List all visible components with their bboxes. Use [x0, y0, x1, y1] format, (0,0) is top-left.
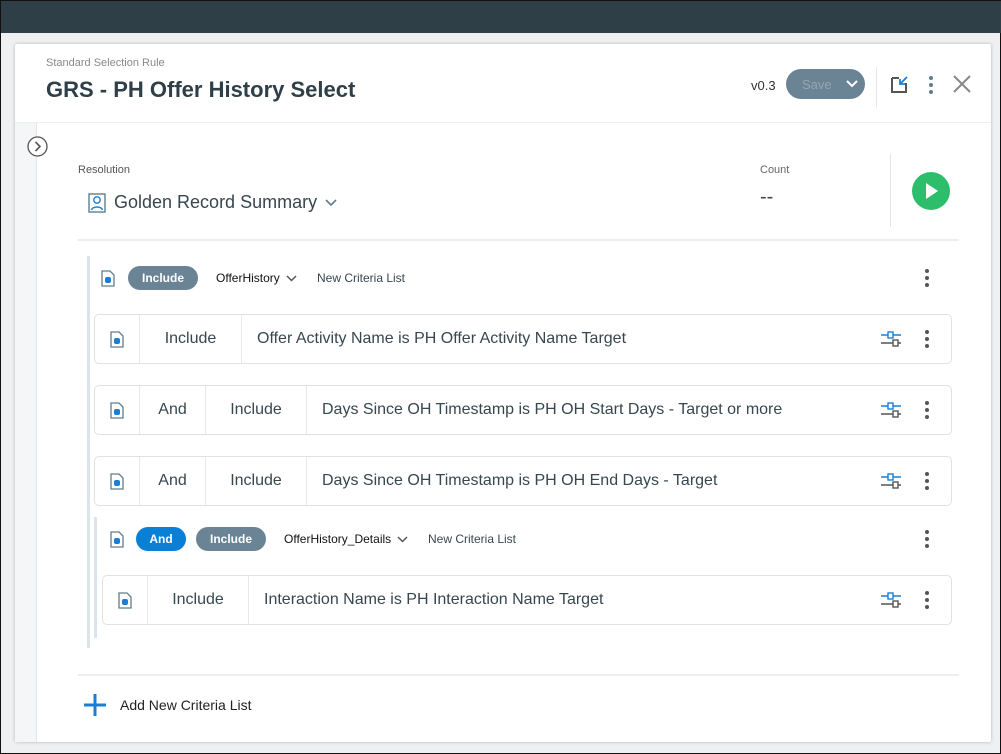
group-menu-icon[interactable] [925, 269, 929, 287]
filter-settings-icon[interactable] [881, 592, 901, 608]
save-label: Save [802, 76, 832, 92]
section-divider [78, 239, 959, 241]
group-include-pill[interactable]: Include [128, 266, 198, 290]
divider [890, 154, 891, 227]
criteria-mode[interactable]: Include [206, 386, 307, 434]
row-menu-icon[interactable] [925, 330, 929, 348]
page-title: GRS - PH Offer History Select [46, 77, 356, 102]
document-icon [110, 531, 124, 548]
run-count-button[interactable] [912, 172, 950, 210]
subgroup-menu-icon[interactable] [925, 530, 929, 548]
resolution-select[interactable]: Golden Record Summary [88, 192, 337, 213]
version-label: v0.3 [751, 78, 776, 93]
save-button[interactable]: Save [786, 69, 865, 99]
chevron-down-icon[interactable] [845, 80, 858, 88]
criteria-row[interactable]: And Include Days Since OH Timestamp is P… [94, 456, 952, 506]
chevron-down-icon [397, 535, 408, 543]
count-label: Count [760, 164, 790, 176]
criteria-row[interactable]: And Include Days Since OH Timestamp is P… [94, 385, 952, 435]
row-menu-icon[interactable] [925, 401, 929, 419]
more-menu-icon[interactable] [929, 76, 933, 94]
app-top-bar [1, 1, 1001, 33]
popout-icon[interactable] [891, 75, 909, 93]
document-icon [118, 591, 132, 609]
criteria-text[interactable]: Offer Activity Name is PH Offer Activity… [257, 330, 627, 347]
filter-settings-icon[interactable] [881, 473, 901, 489]
close-icon[interactable] [953, 75, 971, 93]
document-icon [101, 270, 115, 287]
count-value: -- [760, 186, 774, 208]
resolution-label: Resolution [78, 164, 130, 176]
rule-editor-panel: Standard Selection Rule GRS - PH Offer H… [15, 44, 991, 742]
criteria-text[interactable]: Days Since OH Timestamp is PH OH End Day… [322, 472, 718, 489]
group-name[interactable]: New Criteria List [317, 271, 406, 285]
document-icon [110, 472, 124, 490]
row-menu-icon[interactable] [925, 472, 929, 490]
criteria-conjunction[interactable]: And [140, 457, 206, 505]
document-icon [110, 401, 124, 419]
subgroup-include-pill[interactable]: Include [196, 527, 266, 551]
group-bar [87, 256, 90, 648]
divider [876, 67, 877, 107]
subgroup-and-pill[interactable]: And [136, 527, 186, 551]
header-divider [15, 122, 991, 123]
add-criteria-list-button[interactable]: Add New Criteria List [83, 693, 252, 717]
resolution-value: Golden Record Summary [114, 192, 318, 212]
criteria-row[interactable]: Include Offer Activity Name is PH Offer … [94, 314, 952, 364]
document-icon [110, 330, 124, 348]
criteria-mode[interactable]: Include [140, 315, 242, 363]
criteria-mode[interactable]: Include [148, 576, 249, 624]
filter-settings-icon[interactable] [881, 402, 901, 418]
subgroup-name[interactable]: New Criteria List [428, 532, 517, 546]
expand-sidebar-icon[interactable] [27, 136, 48, 157]
footer-divider [78, 674, 959, 676]
group-table-label: OfferHistory [216, 271, 280, 285]
add-criteria-list-label: Add New Criteria List [120, 697, 252, 713]
group-table-select[interactable]: OfferHistory [216, 271, 297, 285]
side-gutter [15, 123, 37, 742]
criteria-mode[interactable]: Include [206, 457, 307, 505]
rule-type-label: Standard Selection Rule [46, 57, 165, 69]
chevron-down-icon [286, 274, 297, 282]
subgroup-bar [94, 517, 97, 638]
criteria-row[interactable]: Include Interaction Name is PH Interacti… [102, 575, 952, 625]
subgroup-table-label: OfferHistory_Details [284, 532, 392, 546]
subgroup-table-select[interactable]: OfferHistory_Details [284, 532, 408, 546]
plus-icon [84, 694, 106, 716]
criteria-text[interactable]: Days Since OH Timestamp is PH OH Start D… [322, 401, 783, 418]
person-icon [88, 192, 106, 213]
criteria-conjunction[interactable]: And [140, 386, 206, 434]
filter-settings-icon[interactable] [881, 331, 901, 347]
play-icon [926, 183, 938, 199]
chevron-down-icon [325, 198, 337, 206]
row-menu-icon[interactable] [925, 591, 929, 609]
criteria-text[interactable]: Interaction Name is PH Interaction Name … [264, 591, 604, 608]
